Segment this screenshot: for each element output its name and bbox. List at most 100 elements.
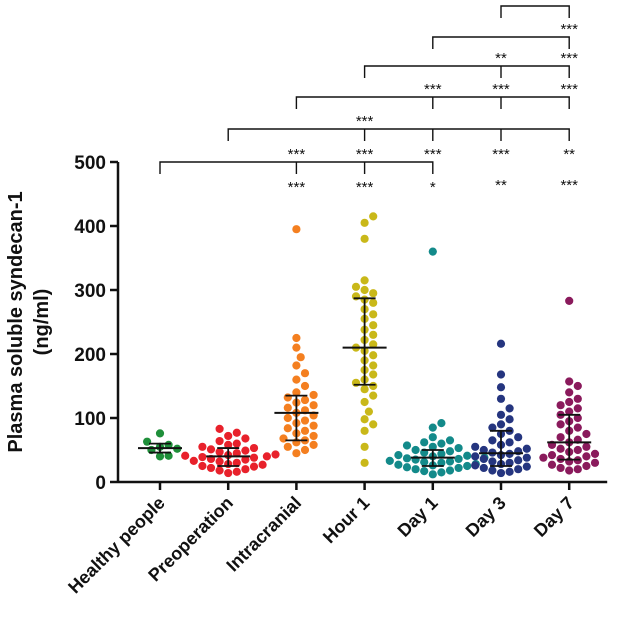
- data-point-day-7: [565, 466, 574, 475]
- data-point-healthy-people: [155, 429, 165, 438]
- data-point-day-7: [556, 444, 565, 453]
- data-point-hour-1: [360, 276, 369, 285]
- data-point-day-7: [539, 453, 548, 462]
- data-point-day-1: [437, 458, 446, 467]
- data-point-day-3: [505, 415, 514, 424]
- data-point-day-3: [479, 445, 488, 455]
- data-point-day-7: [573, 465, 582, 474]
- significance-label: **: [563, 146, 575, 163]
- data-point-hour-1: [369, 370, 378, 379]
- data-point-day-7: [565, 296, 574, 305]
- data-point-hour-1: [369, 391, 378, 400]
- significance-label: ***: [492, 146, 510, 163]
- data-point-hour-1: [360, 458, 369, 467]
- y-tick-label: 0: [95, 473, 106, 494]
- data-point-day-3: [471, 461, 480, 470]
- data-point-hour-1: [369, 212, 378, 221]
- data-point-day-7: [582, 461, 591, 471]
- data-point-preoperation: [232, 439, 241, 448]
- data-point-day-1: [420, 458, 429, 467]
- data-point-preoperation: [215, 466, 224, 475]
- data-point-day-3: [479, 454, 488, 464]
- data-point-day-1: [420, 438, 429, 447]
- data-point-intracranial: [300, 416, 310, 425]
- data-point-day-3: [522, 444, 531, 453]
- data-point-hour-1: [369, 298, 378, 307]
- data-point-day-7: [573, 381, 582, 391]
- y-axis-title-line-1: Plasma soluble syndecan-1: [5, 191, 27, 452]
- data-point-preoperation: [249, 462, 259, 471]
- data-point-hour-1: [360, 285, 369, 295]
- data-point-intracranial: [292, 388, 301, 397]
- data-point-preoperation: [189, 456, 198, 465]
- data-point-preoperation: [215, 457, 224, 466]
- significance-label: ***: [424, 81, 442, 98]
- data-point-day-3: [496, 468, 506, 478]
- data-point-day-1: [428, 423, 437, 432]
- significance-label: ***: [560, 21, 578, 38]
- data-point-hour-1: [351, 292, 361, 301]
- data-point-preoperation: [224, 440, 233, 449]
- data-point-hour-1: [369, 381, 378, 391]
- data-point-day-1: [445, 447, 455, 456]
- axes: 0 100 200 300 400 500: [74, 153, 608, 494]
- data-point-preoperation: [262, 452, 271, 461]
- data-point-day-7: [582, 429, 591, 439]
- data-point-intracranial: [292, 333, 301, 343]
- significance-label: ***: [560, 50, 578, 67]
- data-point-day-3: [471, 452, 480, 461]
- data-point-day-1: [402, 463, 412, 472]
- data-point-intracranial: [309, 421, 318, 430]
- data-point-hour-1: [369, 321, 378, 330]
- significance-label: **: [495, 50, 507, 67]
- data-point-intracranial: [300, 369, 310, 378]
- median-iqr-bars: [138, 297, 592, 467]
- data-point-day-1: [463, 451, 472, 460]
- data-point-day-1: [428, 247, 437, 256]
- data-point-preoperation: [241, 434, 250, 443]
- data-point-intracranial: [300, 381, 310, 391]
- category-label-day-1: Day 1: [394, 493, 442, 541]
- data-point-day-3: [522, 453, 531, 462]
- data-point-day-1: [402, 454, 412, 463]
- data-point-healthy-people: [143, 437, 152, 446]
- significance-brackets: *** ****** *** ******* *** **** ****** *** *****…: [159, 5, 578, 196]
- data-point-day-1: [428, 470, 437, 479]
- data-point-day-7: [556, 401, 565, 410]
- y-tick-label: 300: [74, 281, 106, 302]
- data-point-preoperation: [215, 436, 224, 446]
- data-point-intracranial: [283, 424, 292, 433]
- data-point-day-7: [556, 420, 565, 429]
- data-point-preoperation: [258, 460, 267, 469]
- significance-label: ***: [288, 179, 306, 196]
- significance-label: ***: [356, 146, 374, 163]
- data-point-day-7: [556, 433, 565, 442]
- data-point-day-7: [547, 460, 557, 469]
- data-point-day-1: [463, 461, 472, 471]
- data-point-intracranial: [296, 353, 305, 362]
- data-point-day-3: [496, 410, 506, 419]
- data-point-day-3: [505, 467, 514, 476]
- data-point-day-7: [573, 423, 582, 432]
- significance-label: ***: [560, 81, 578, 98]
- category-label-healthy-people: Healthy people: [64, 493, 169, 598]
- data-point-day-3: [514, 456, 523, 465]
- significance-label: ***: [288, 146, 306, 163]
- data-point-day-1: [437, 419, 446, 428]
- data-point-day-1: [454, 463, 463, 473]
- category-label-day-3: Day 3: [462, 493, 510, 541]
- significance-label: ***: [424, 146, 442, 163]
- data-point-preoperation: [232, 449, 241, 458]
- data-point-day-3: [514, 433, 523, 442]
- data-point-day-7: [565, 388, 574, 397]
- data-point-preoperation: [241, 465, 250, 474]
- data-point-preoperation: [232, 428, 241, 437]
- bracket-preoperation-day-7: [227, 128, 570, 141]
- data-point-preoperation: [198, 442, 207, 451]
- data-point-day-1: [411, 445, 420, 455]
- data-point-healthy-people: [155, 452, 165, 461]
- data-point-day-1: [394, 460, 403, 469]
- data-point-day-7: [565, 407, 574, 416]
- data-point-hour-1: [369, 289, 378, 298]
